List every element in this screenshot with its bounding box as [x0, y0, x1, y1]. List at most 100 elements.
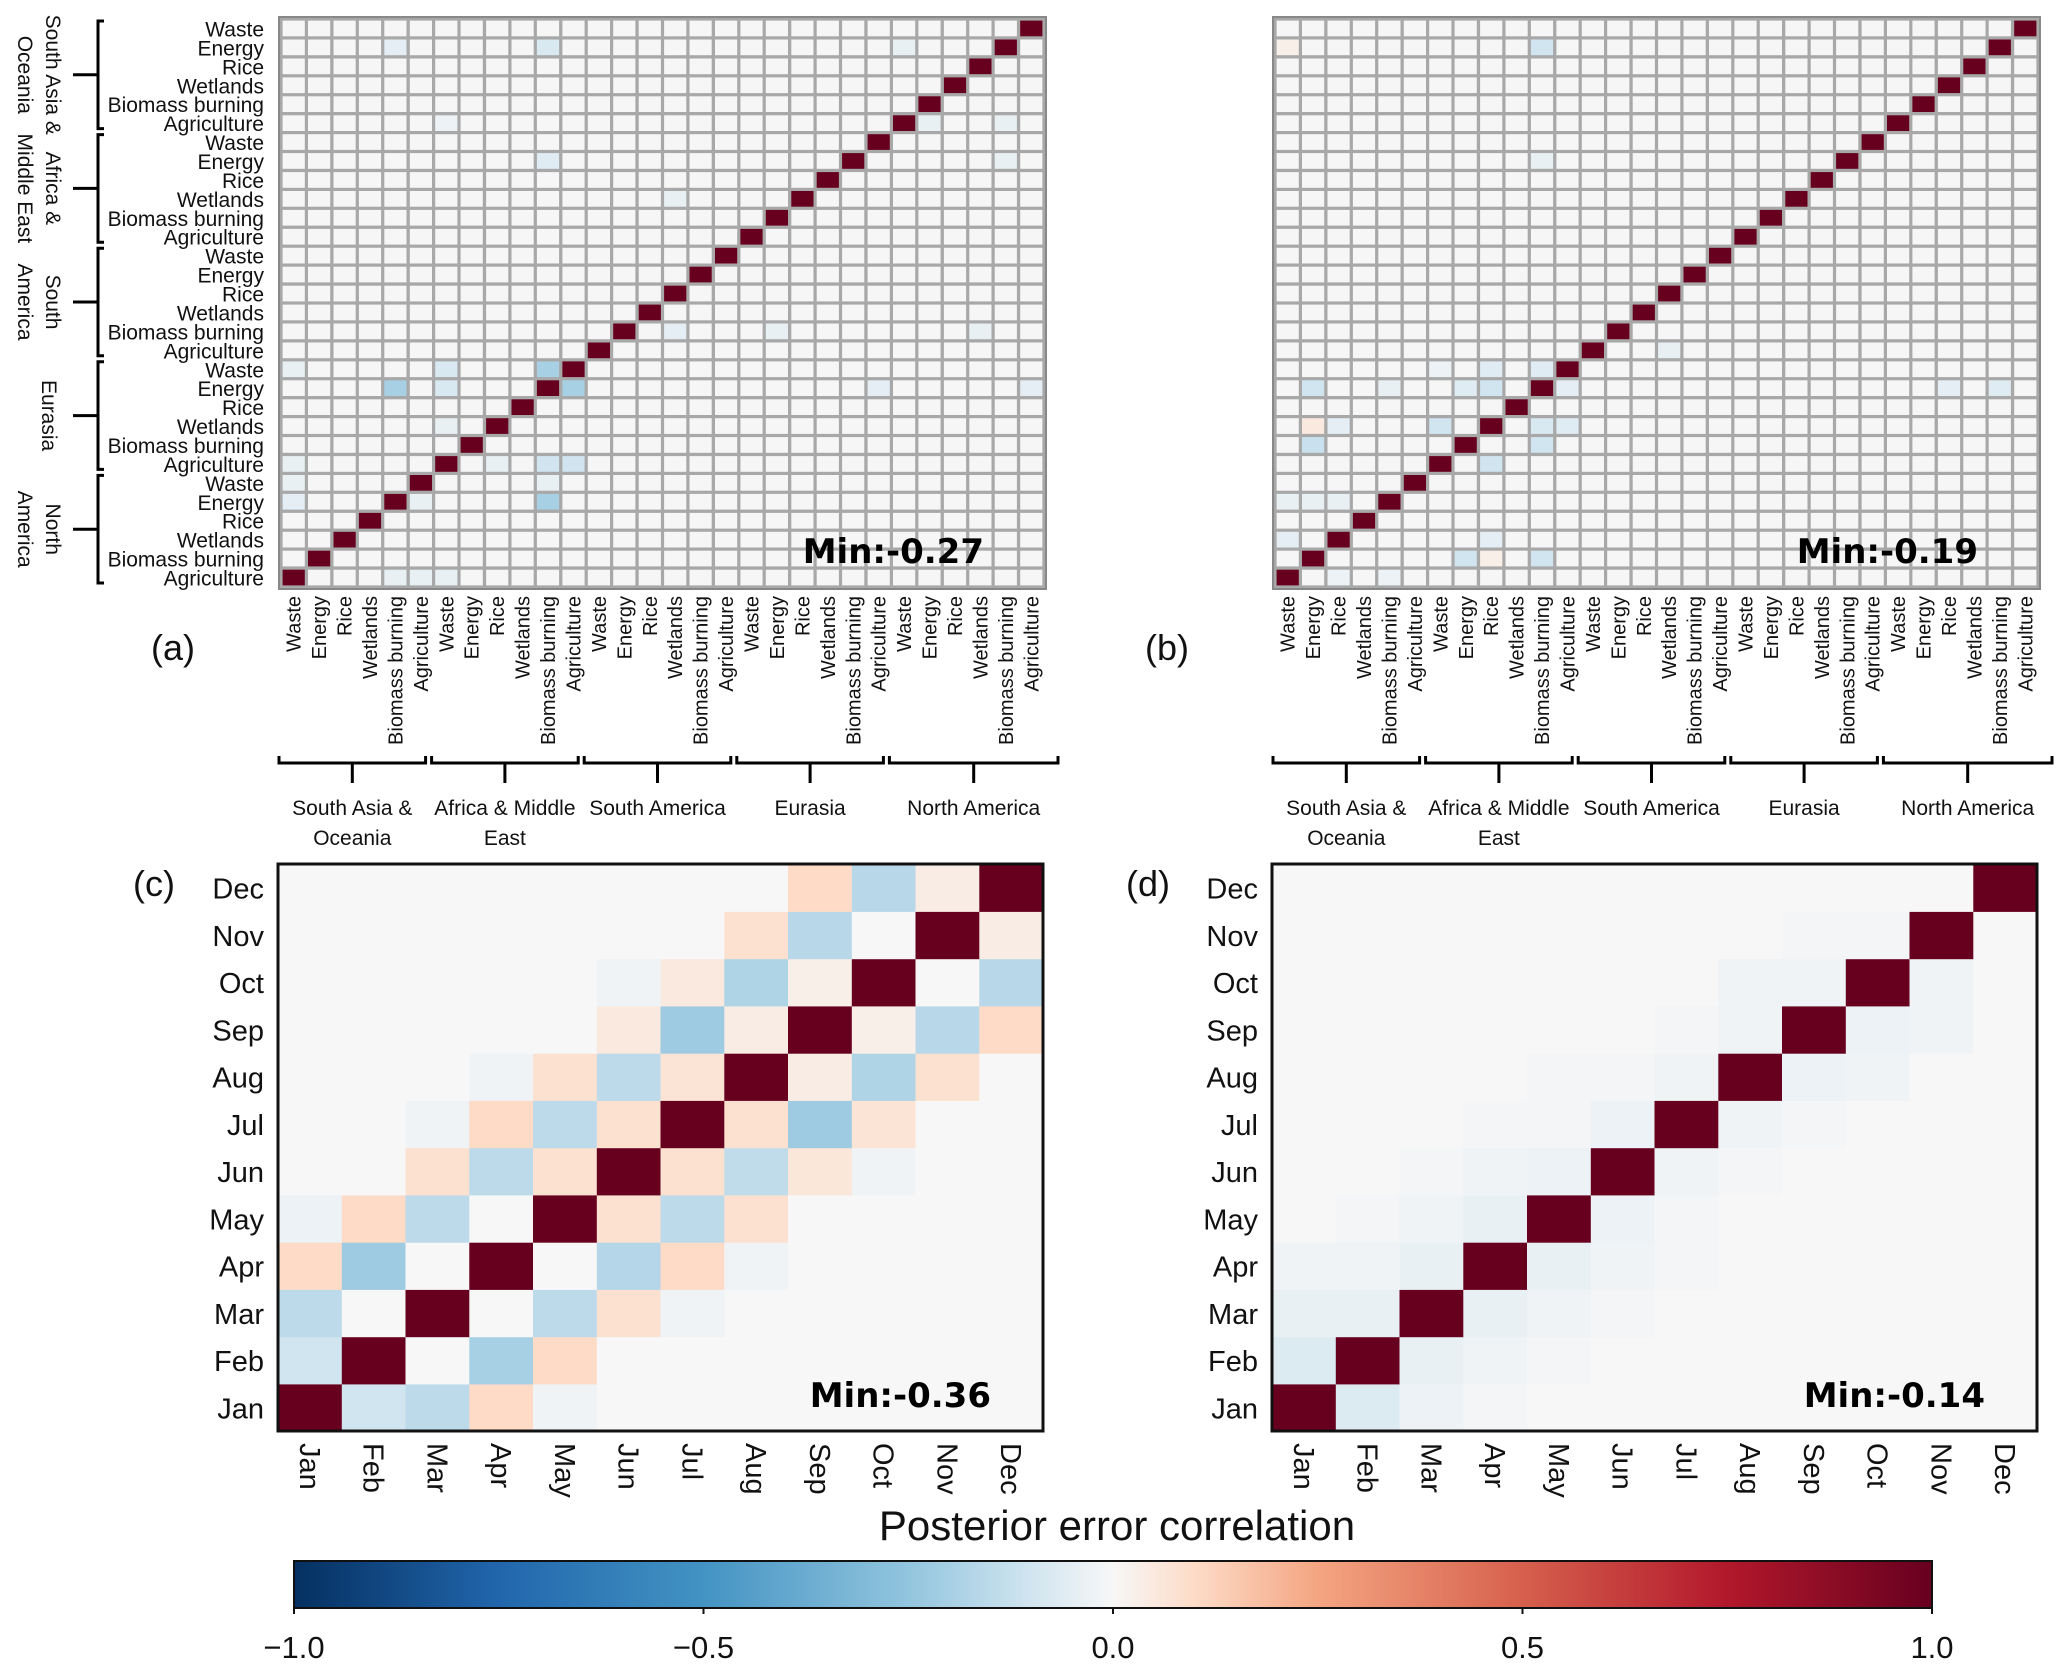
heatmap-cell — [562, 550, 585, 567]
heatmap-cell — [435, 285, 458, 302]
heatmap-cell — [486, 531, 509, 548]
heatmap-cell — [469, 1289, 534, 1338]
heatmap-cell — [358, 399, 382, 415]
heatmap-cell — [1861, 550, 1884, 567]
heatmap-cell — [409, 191, 432, 207]
heatmap-cell — [358, 39, 382, 56]
heatmap-cell — [1937, 380, 1961, 396]
heatmap-cell — [740, 437, 763, 453]
heatmap-cell — [816, 58, 839, 75]
heatmap-cell — [724, 1336, 789, 1385]
heatmap-cell — [1352, 323, 1376, 340]
heatmap-cell — [469, 864, 534, 912]
heatmap-cell — [511, 475, 534, 491]
heatmap-cell — [1963, 304, 1986, 321]
heatmap-cell — [660, 1336, 725, 1385]
heatmap-cell — [1607, 456, 1630, 472]
heatmap-cell — [613, 191, 636, 207]
heatmap-cell — [943, 437, 967, 453]
heatmap-cell — [1403, 493, 1426, 510]
heatmap-cell — [613, 209, 636, 226]
heatmap-cell — [1845, 958, 1911, 1007]
heatmap-cell — [1556, 285, 1579, 302]
heatmap-cell — [587, 115, 610, 131]
heatmap-cell — [1403, 418, 1426, 434]
heatmap-cell — [1785, 58, 1808, 75]
heatmap-cell — [893, 266, 916, 283]
heatmap-cell — [1327, 361, 1350, 378]
heatmap-cell — [511, 456, 534, 472]
heatmap-cell — [638, 20, 661, 37]
heatmap-cell — [1734, 456, 1757, 472]
heatmap-cell — [460, 172, 483, 188]
heatmap-cell — [1912, 437, 1935, 453]
heatmap-cell — [536, 247, 560, 264]
heatmap-cell — [511, 399, 534, 415]
heatmap-cell — [715, 39, 738, 56]
heatmap-cell — [1759, 418, 1782, 434]
heatmap-cell — [1556, 342, 1579, 359]
heatmap-cell — [2014, 569, 2037, 586]
heatmap-cell — [469, 1242, 534, 1290]
heatmap-cell — [842, 418, 865, 434]
heatmap-cell — [1352, 342, 1376, 359]
heatmap-cell — [536, 172, 560, 188]
heatmap-cell — [1785, 304, 1808, 321]
heatmap-cell — [596, 1147, 662, 1196]
heatmap-cell — [994, 569, 1017, 586]
heatmap-cell — [893, 191, 916, 207]
heatmap-cell — [1861, 58, 1884, 75]
heatmap-cell — [1276, 456, 1299, 472]
heatmap-cell — [1527, 1053, 1592, 1101]
heatmap-cell — [994, 77, 1017, 94]
column-tick-label: Biomass burning — [1685, 596, 1707, 745]
heatmap-cell — [1530, 475, 1554, 491]
heatmap-cell — [1988, 209, 2011, 226]
heatmap-cell — [596, 911, 662, 960]
heatmap-cell — [1683, 39, 1706, 56]
heatmap-cell — [1327, 342, 1350, 359]
heatmap-cell — [1734, 569, 1757, 586]
heatmap-cell — [384, 418, 407, 434]
heatmap-cell — [1810, 304, 1833, 321]
heatmap-cell — [278, 1005, 343, 1054]
heatmap-cell — [1845, 911, 1911, 960]
heatmap-cell — [282, 191, 305, 207]
heatmap-cell — [765, 418, 788, 434]
column-tick-label: May — [1542, 1443, 1574, 1498]
heatmap-cell — [1909, 1194, 1974, 1243]
heatmap-cell — [511, 266, 534, 283]
heatmap-cell — [1352, 512, 1376, 529]
heatmap-cell — [1658, 418, 1681, 434]
heatmap-cell — [562, 58, 585, 75]
heatmap-cell — [1810, 209, 1833, 226]
heatmap-cell — [816, 77, 839, 94]
heatmap-cell — [1912, 456, 1935, 472]
heatmap-cell — [1581, 247, 1604, 264]
heatmap-cell — [384, 134, 407, 150]
heatmap-cell — [1020, 531, 1043, 548]
heatmap-cell — [1861, 20, 1884, 37]
heatmap-cell — [1709, 39, 1732, 56]
heatmap-cell — [1581, 569, 1604, 586]
heatmap-cell — [1759, 380, 1782, 396]
row-tick-label: Aug — [1206, 1063, 1258, 1095]
heatmap-cell — [969, 77, 992, 94]
heatmap-cell — [460, 228, 483, 245]
heatmap-cell — [1718, 958, 1783, 1007]
heatmap-cell — [1973, 911, 2038, 960]
heatmap-cell — [308, 228, 331, 245]
heatmap-cell — [1658, 399, 1681, 415]
heatmap-cell — [791, 550, 814, 567]
heatmap-cell — [1785, 531, 1808, 548]
heatmap-cell — [1505, 323, 1528, 340]
heatmap-cell — [1020, 437, 1043, 453]
heatmap-cell — [893, 323, 916, 340]
heatmap-cell — [1556, 77, 1579, 94]
heatmap-cell — [1988, 191, 2011, 207]
heatmap-cell — [384, 247, 407, 264]
heatmap-cell — [1530, 531, 1554, 548]
heatmap-cell — [1759, 191, 1782, 207]
heatmap-cell — [1403, 475, 1426, 491]
heatmap-cell — [486, 209, 509, 226]
